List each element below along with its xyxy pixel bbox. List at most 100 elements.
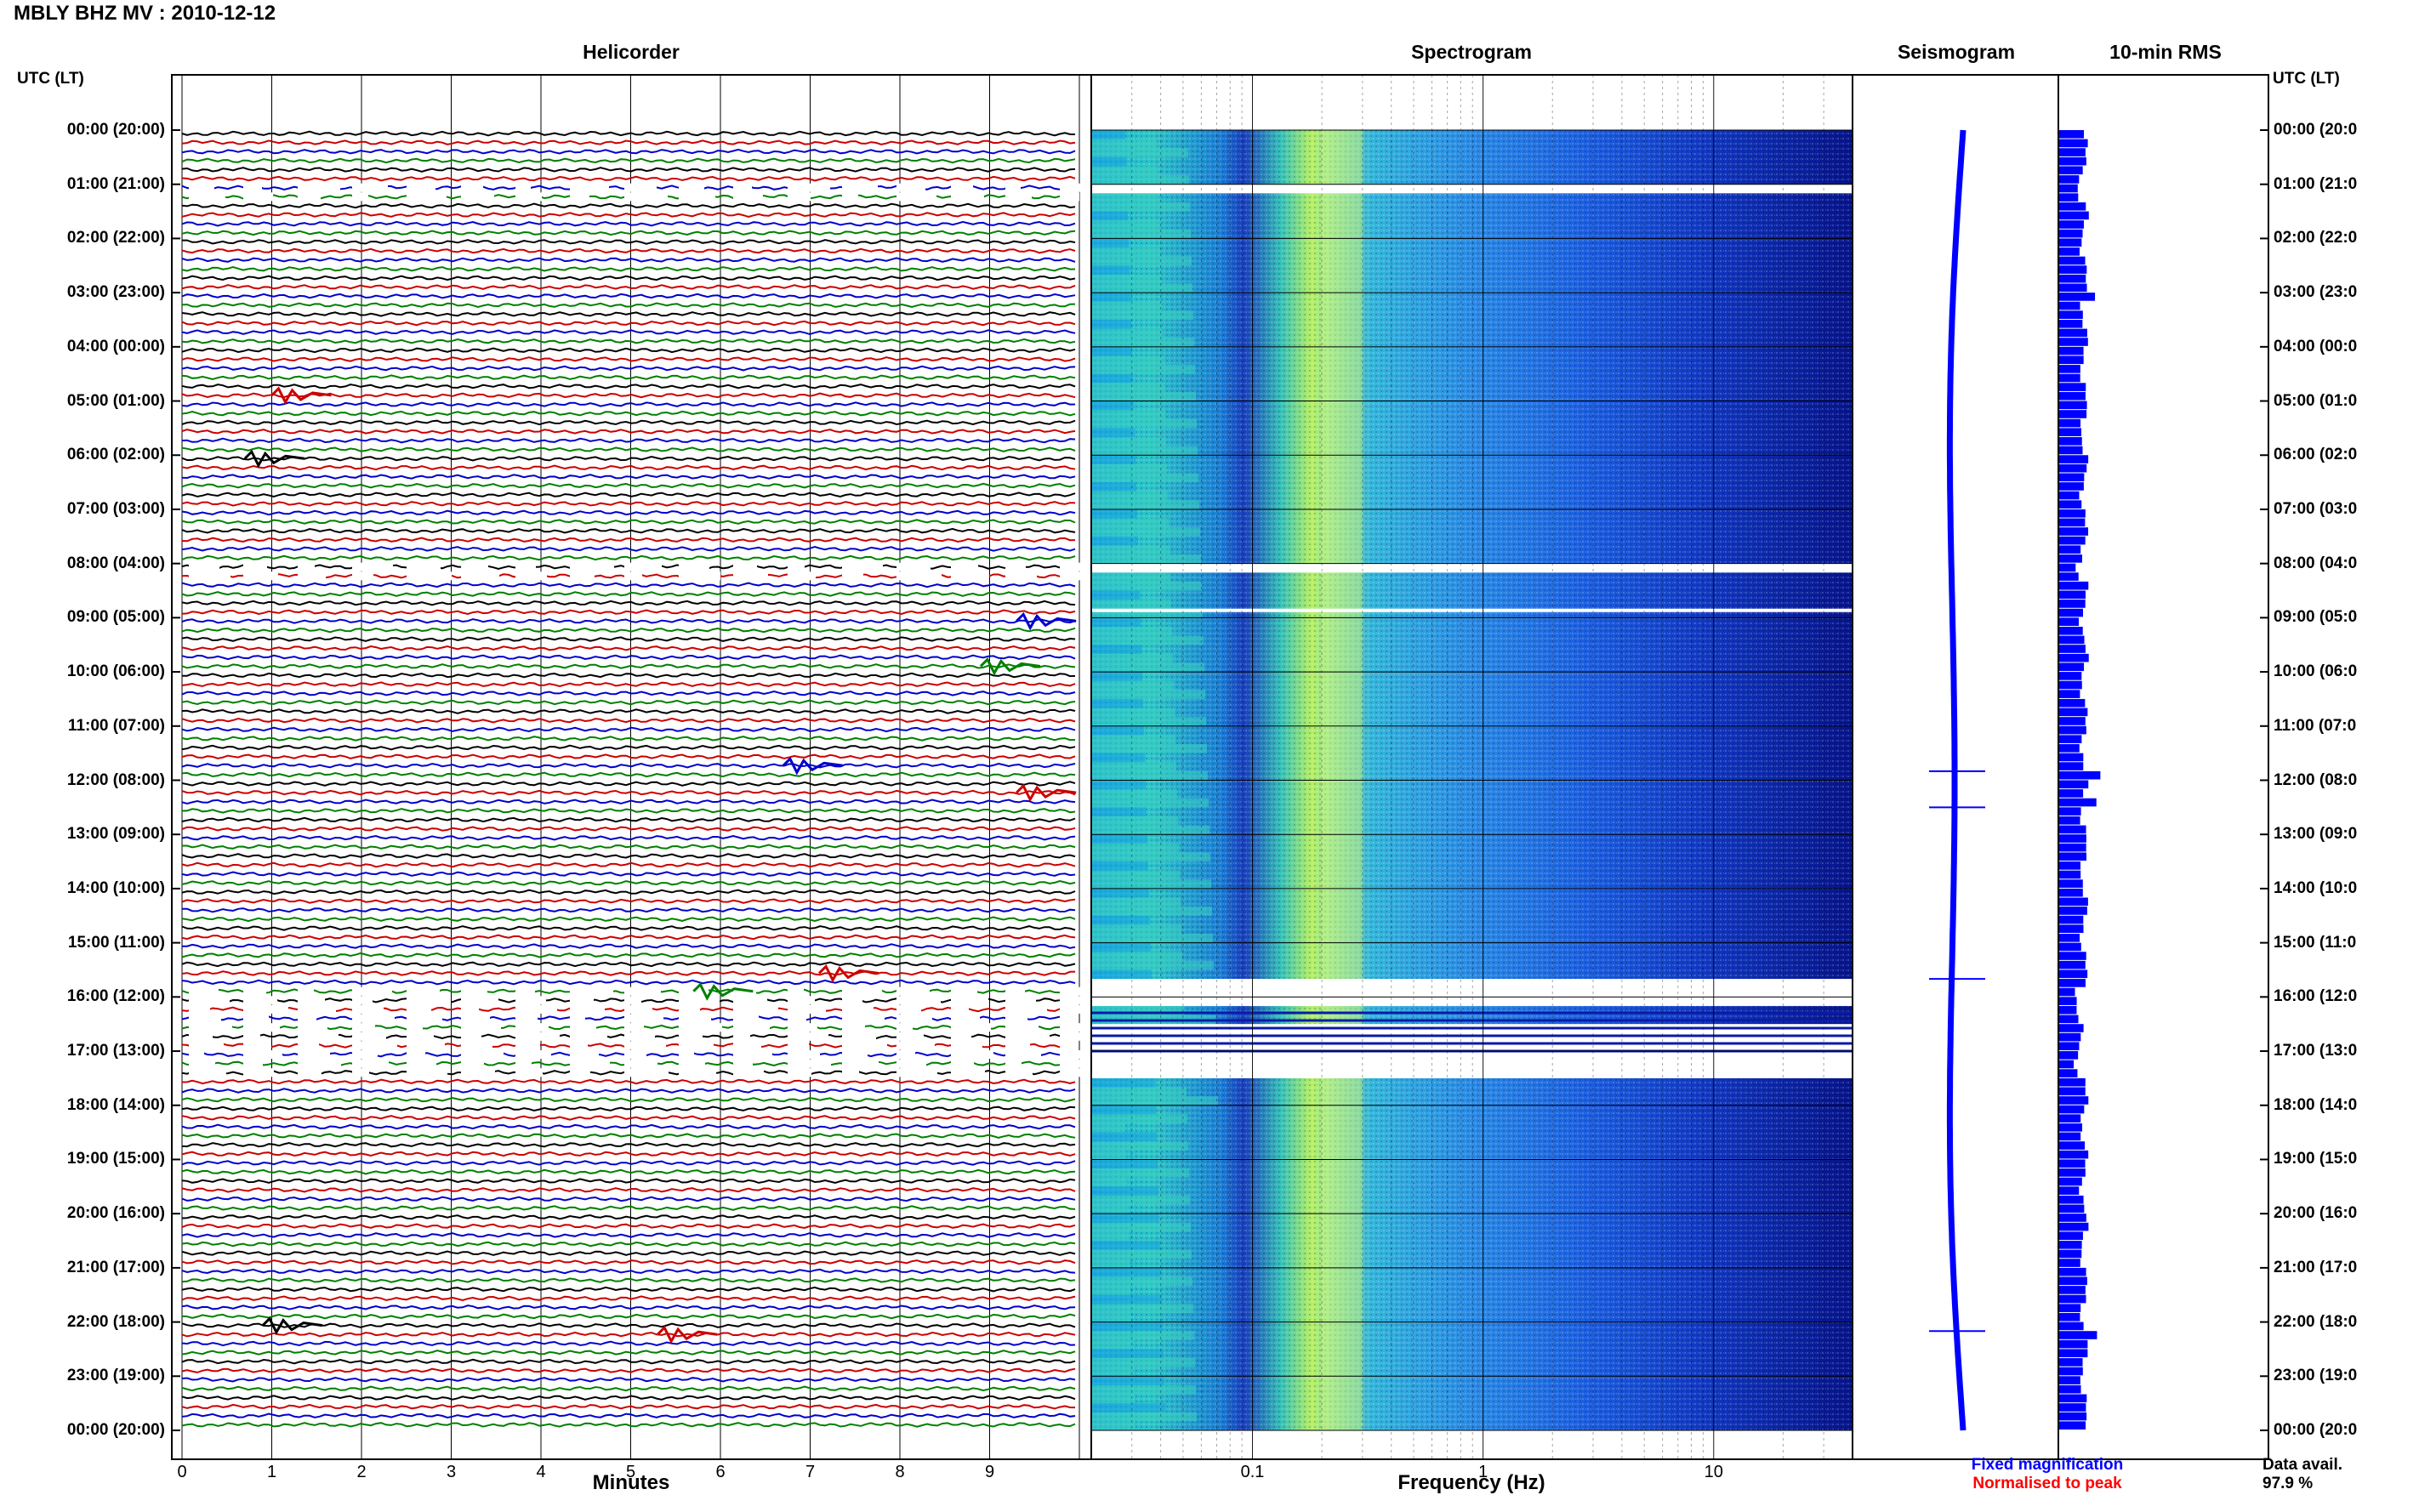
trace-row [181, 1286, 1076, 1293]
frequency-tick-label: 1 [1478, 1463, 1488, 1481]
trace-row [181, 591, 1076, 597]
data-gap [896, 571, 942, 581]
rms-bar [2058, 572, 2079, 581]
spectrogram-lowfreq-band [1091, 391, 1196, 401]
spectrogram-lowfreq-band [1091, 1195, 1190, 1205]
trace-row [181, 338, 1076, 344]
minutes-axis-label: Minutes [592, 1471, 670, 1494]
time-label-right: 11:00 (07:0 [2274, 716, 2357, 735]
time-label-right: 03:00 (23:0 [2274, 283, 2358, 302]
data-gap [570, 996, 594, 1005]
data-gap [570, 1032, 607, 1041]
data-gap [679, 1014, 711, 1023]
data-gap [624, 1068, 669, 1077]
rms-bar [2058, 1376, 2080, 1384]
spectrogram-lowfreq-band [1091, 626, 1172, 636]
data-gap [298, 1032, 339, 1041]
rms-bar [2058, 942, 2081, 952]
data-gap [842, 192, 858, 202]
time-label-left: 14:00 (10:00) [66, 878, 165, 897]
data-gap [679, 1041, 714, 1050]
spectrogram-lowfreq-band [1091, 852, 1210, 862]
spectrogram-lowfreq-band [1091, 1132, 1157, 1142]
data-gap [352, 1023, 375, 1032]
time-label-right: 14:00 (10:0 [2274, 878, 2358, 897]
rms-bar [2058, 1123, 2082, 1132]
station-label: MBLY BHZ MV : 2010-12-12 [14, 2, 276, 25]
trace-row [181, 1223, 1076, 1230]
rms-bar [2058, 1241, 2082, 1249]
spectrogram-lowfreq-band [1091, 383, 1164, 392]
spectrogram-lowfreq-band [1091, 1322, 1163, 1332]
seismogram-plot [1929, 129, 1985, 1431]
spectrogram-lowfreq-band [1091, 346, 1132, 356]
data-gap [788, 1023, 817, 1032]
rms-bar [2058, 789, 2084, 798]
data-gap [951, 986, 977, 996]
trace-row [181, 1350, 1076, 1356]
rms-bar [2058, 500, 2082, 509]
spectrogram-lowfreq-band [1091, 455, 1136, 464]
spectrogram-lowfreq-band [1091, 527, 1200, 537]
time-label-left: 02:00 (22:00) [66, 229, 165, 247]
rms-bar [2058, 1168, 2086, 1177]
spectrogram-lowfreq-band [1091, 220, 1159, 230]
data-gap [624, 1059, 657, 1068]
spectrogram-lowfreq-band [1091, 1222, 1191, 1232]
rms-bar [2058, 581, 2089, 590]
trace-row [181, 681, 1076, 688]
data-gap [243, 562, 267, 571]
spectrogram-lowfreq-band [1091, 1403, 1165, 1413]
rms-bar [2058, 888, 2083, 897]
data-gap [788, 1032, 828, 1041]
data-gap [189, 1059, 215, 1068]
time-label-left: 20:00 (16:00) [66, 1204, 165, 1223]
spectrogram-lowfreq-band [1091, 328, 1163, 338]
data-gap [842, 1068, 859, 1077]
data-gap [352, 1059, 389, 1068]
trace-row [181, 1214, 1076, 1220]
data-gap [896, 562, 931, 571]
data-gap [352, 1068, 369, 1077]
rms-bar [2058, 960, 2086, 969]
rms-bar [2058, 130, 2084, 139]
data-gap [298, 986, 314, 996]
rms-bar [2058, 969, 2088, 979]
data-gap [788, 571, 816, 581]
data-gap [842, 996, 862, 1005]
data-gap [407, 986, 440, 996]
data-gap [733, 1041, 761, 1050]
data-gap [243, 1041, 271, 1050]
rms-bar [2058, 1412, 2087, 1421]
data-gap [624, 183, 657, 192]
data-gap [951, 1014, 980, 1023]
spectrogram-lowfreq-band [1091, 653, 1173, 663]
data-gap [679, 571, 720, 581]
data-gap [189, 1014, 221, 1023]
time-label-right: 20:00 (16:0 [2274, 1204, 2358, 1223]
data-gap [733, 183, 752, 192]
rms-plot [2058, 130, 2101, 1430]
rms-bar [2058, 1114, 2081, 1123]
rms-bar [2058, 897, 2088, 907]
trace-row [181, 898, 1076, 904]
rms-bar [2058, 346, 2084, 355]
event-marker [261, 1316, 323, 1335]
spectrogram-lowfreq-band [1091, 861, 1148, 871]
trace-row [181, 717, 1076, 724]
data-gap [842, 1023, 865, 1032]
spectrogram-lowfreq-band [1091, 1123, 1125, 1133]
time-label-right: 10:00 (06:0 [2274, 662, 2358, 681]
trace-row [181, 699, 1076, 706]
trace-row [181, 419, 1076, 426]
time-label-left: 07:00 (03:00) [66, 499, 165, 518]
trace-row [181, 789, 1076, 796]
data-gap [570, 192, 589, 202]
spectrogram-lowfreq-band [1091, 924, 1181, 935]
rms-bar [2058, 1159, 2086, 1168]
spectrogram-lowfreq-band [1091, 1376, 1164, 1385]
minute-tick-label: 2 [356, 1463, 367, 1481]
rms-bar [2058, 247, 2080, 256]
spectrogram-lowfreq-band [1091, 1168, 1189, 1178]
spectrogram-lowfreq-band [1091, 1339, 1132, 1350]
